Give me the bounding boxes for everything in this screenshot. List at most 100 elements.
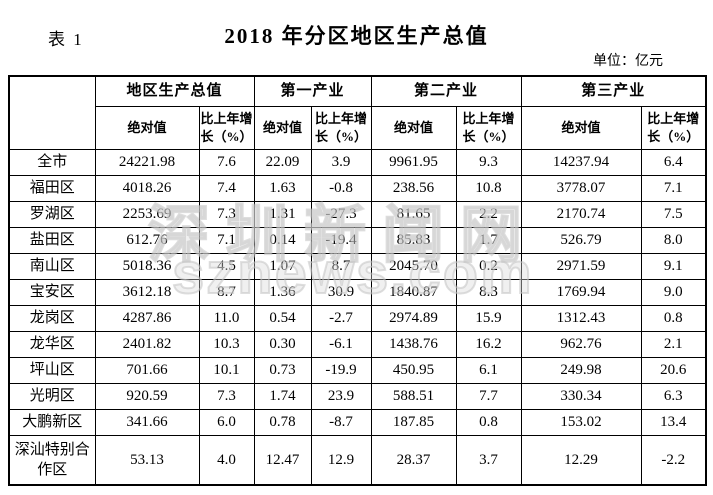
value-cell: 526.79 bbox=[520, 226, 642, 254]
sub-header-yoy-growth: 比上年增长（%） bbox=[198, 105, 255, 150]
value-cell: 85.83 bbox=[370, 226, 457, 254]
value-cell: 2971.59 bbox=[520, 252, 642, 280]
value-cell: 0.78 bbox=[253, 408, 312, 436]
value-cell: 13.4 bbox=[640, 408, 707, 436]
value-cell: 28.37 bbox=[370, 434, 457, 486]
district-cell: 龙岗区 bbox=[8, 304, 96, 332]
group-header-tertiary-industry: 第三产业 bbox=[520, 75, 707, 107]
district-cell: 全市 bbox=[8, 148, 96, 176]
table-row: 深汕特别合作区 53.13 4.0 12.47 12.9 28.37 3.7 12.29 -2.… bbox=[8, 434, 707, 486]
district-cell: 罗湖区 bbox=[8, 200, 96, 228]
sub-header-absolute-value: 绝对值 bbox=[370, 105, 457, 150]
value-cell: 24221.98 bbox=[94, 148, 200, 176]
value-cell: 1438.76 bbox=[370, 330, 457, 358]
value-cell: 10.3 bbox=[198, 330, 255, 358]
value-cell: 9.3 bbox=[455, 148, 522, 176]
value-cell: -8.7 bbox=[310, 408, 372, 436]
value-cell: 2045.70 bbox=[370, 252, 457, 280]
value-cell: 3612.18 bbox=[94, 278, 200, 306]
value-cell: 0.14 bbox=[253, 226, 312, 254]
value-cell: 2253.69 bbox=[94, 200, 200, 228]
value-cell: 22.09 bbox=[253, 148, 312, 176]
value-cell: 701.66 bbox=[94, 356, 200, 384]
value-cell: 7.6 bbox=[198, 148, 255, 176]
value-cell: 7.1 bbox=[640, 174, 707, 202]
value-cell: 8.3 bbox=[455, 278, 522, 306]
district-cell: 坪山区 bbox=[8, 356, 96, 384]
value-cell: 962.76 bbox=[520, 330, 642, 358]
value-cell: 1840.87 bbox=[370, 278, 457, 306]
value-cell: 1.36 bbox=[253, 278, 312, 306]
value-cell: 5018.36 bbox=[94, 252, 200, 280]
value-cell: 1.63 bbox=[253, 174, 312, 202]
value-cell: -0.8 bbox=[310, 174, 372, 202]
value-cell: 8.0 bbox=[640, 226, 707, 254]
sub-header-row: 绝对值 比上年增长（%） 绝对值 比上年增长（%） 绝对值 比上年增长（%） 绝… bbox=[9, 105, 707, 150]
value-cell: 0.2 bbox=[455, 252, 522, 280]
value-cell: 4018.26 bbox=[94, 174, 200, 202]
page-title: 2018 年分区地区生产总值 bbox=[224, 24, 489, 48]
sub-header-yoy-growth: 比上年增长（%） bbox=[310, 105, 372, 150]
value-cell: -19.4 bbox=[310, 226, 372, 254]
value-cell: 7.3 bbox=[198, 200, 255, 228]
value-cell: 10.1 bbox=[198, 356, 255, 384]
value-cell: 249.98 bbox=[520, 356, 642, 384]
value-cell: 2170.74 bbox=[520, 200, 642, 228]
table-row: 宝安区 3612.18 8.7 1.36 30.9 1840.87 8.3 1769.94 9.… bbox=[8, 278, 707, 306]
district-cell: 光明区 bbox=[8, 382, 96, 410]
value-cell: 341.66 bbox=[94, 408, 200, 436]
group-header-primary-industry: 第一产业 bbox=[253, 75, 372, 107]
value-cell: 238.56 bbox=[370, 174, 457, 202]
value-cell: 7.7 bbox=[455, 382, 522, 410]
district-cell: 南山区 bbox=[8, 252, 96, 280]
value-cell: 6.4 bbox=[640, 148, 707, 176]
value-cell: 9961.95 bbox=[370, 148, 457, 176]
corner-cell bbox=[8, 75, 96, 150]
value-cell: 15.9 bbox=[455, 304, 522, 332]
value-cell: 1.07 bbox=[253, 252, 312, 280]
value-cell: 3.7 bbox=[455, 434, 522, 486]
value-cell: -19.9 bbox=[310, 356, 372, 384]
value-cell: 14237.94 bbox=[520, 148, 642, 176]
value-cell: 12.47 bbox=[253, 434, 312, 486]
sub-header-yoy-growth: 比上年增长（%） bbox=[640, 105, 707, 150]
table-row: 南山区 5018.36 4.5 1.07 8.7 2045.70 0.2 2971.59 9.1 bbox=[8, 252, 707, 280]
value-cell: 1.7 bbox=[455, 226, 522, 254]
unit-label: 单位：亿元 bbox=[593, 54, 663, 69]
value-cell: 153.02 bbox=[520, 408, 642, 436]
district-cell: 福田区 bbox=[8, 174, 96, 202]
value-cell: 10.8 bbox=[455, 174, 522, 202]
table-header: 地区生产总值 第一产业 第二产业 第三产业 绝对值 比上年增长（%） 绝对值 比… bbox=[8, 75, 707, 150]
value-cell: 920.59 bbox=[94, 382, 200, 410]
table-number-label: 表 1 bbox=[48, 30, 84, 49]
value-cell: 7.1 bbox=[198, 226, 255, 254]
value-cell: -27.3 bbox=[310, 200, 372, 228]
value-cell: 6.3 bbox=[640, 382, 707, 410]
sub-header-absolute-value: 绝对值 bbox=[253, 105, 312, 150]
table-row: 坪山区 701.66 10.1 0.73 -19.9 450.95 6.1 249.98 20.… bbox=[8, 356, 707, 384]
district-cell: 盐田区 bbox=[8, 226, 96, 254]
value-cell: 3778.07 bbox=[520, 174, 642, 202]
value-cell: 588.51 bbox=[370, 382, 457, 410]
value-cell: 0.73 bbox=[253, 356, 312, 384]
table-row: 龙岗区 4287.86 11.0 0.54 -2.7 2974.89 15.9 1312.43… bbox=[8, 304, 707, 332]
value-cell: -2.7 bbox=[310, 304, 372, 332]
value-cell: 7.4 bbox=[198, 174, 255, 202]
value-cell: 1312.43 bbox=[520, 304, 642, 332]
value-cell: 9.0 bbox=[640, 278, 707, 306]
value-cell: 612.76 bbox=[94, 226, 200, 254]
value-cell: 1769.94 bbox=[520, 278, 642, 306]
value-cell: 4.5 bbox=[198, 252, 255, 280]
district-cell: 深汕特别合作区 bbox=[8, 434, 96, 486]
value-cell: 2.2 bbox=[455, 200, 522, 228]
table-row: 光明区 920.59 7.3 1.74 23.9 588.51 7.7 330.34 6.3 bbox=[8, 382, 707, 410]
table-row: 全市 24221.98 7.6 22.09 3.9 9961.95 9.3 14237.94 6… bbox=[8, 148, 707, 176]
value-cell: 2974.89 bbox=[370, 304, 457, 332]
sub-header-yoy-growth: 比上年增长（%） bbox=[455, 105, 522, 150]
value-cell: 30.9 bbox=[310, 278, 372, 306]
value-cell: 2401.82 bbox=[94, 330, 200, 358]
value-cell: 12.29 bbox=[520, 434, 642, 486]
value-cell: -2.2 bbox=[640, 434, 707, 486]
value-cell: 7.3 bbox=[198, 382, 255, 410]
